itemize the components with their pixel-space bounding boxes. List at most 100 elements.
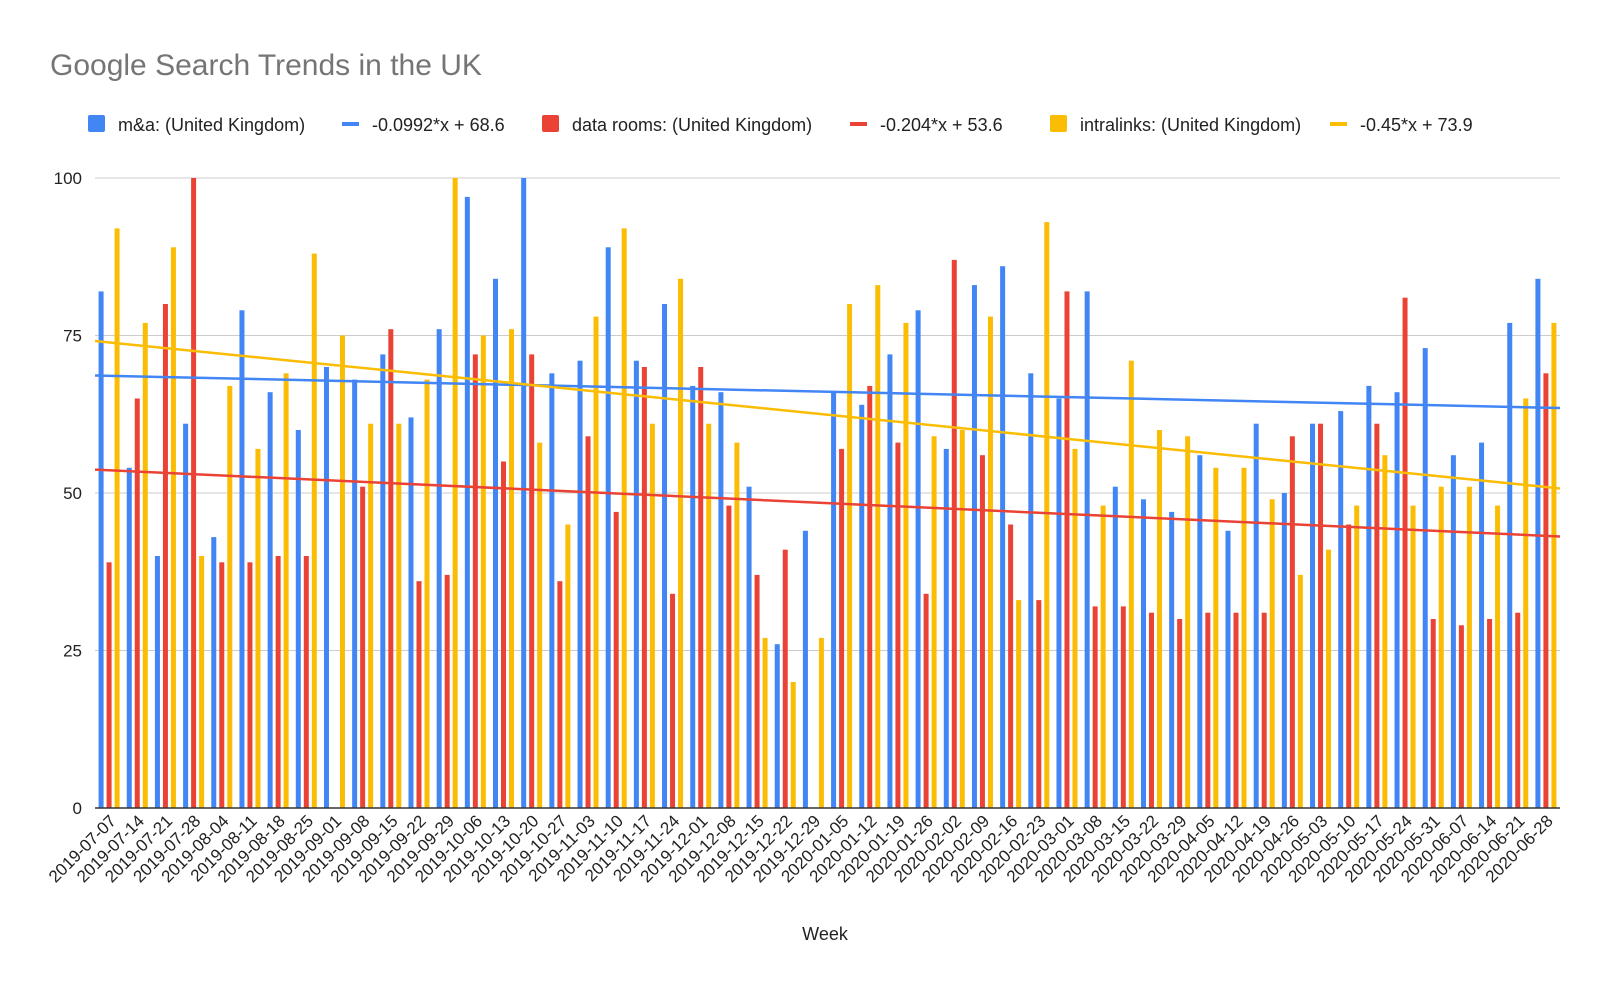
bar-data-rooms bbox=[613, 511, 619, 808]
bar-intralinks bbox=[593, 316, 599, 808]
bar-intralinks bbox=[1128, 360, 1134, 808]
bar-intralinks bbox=[255, 448, 261, 808]
bar-intralinks bbox=[1438, 486, 1444, 808]
bar-ma bbox=[464, 196, 470, 808]
bar-data-rooms bbox=[106, 562, 112, 808]
bar-intralinks bbox=[452, 178, 458, 808]
y-tick-label: 100 bbox=[54, 169, 82, 188]
bar-ma bbox=[887, 354, 893, 808]
bar-data-rooms bbox=[360, 486, 366, 808]
bar-intralinks bbox=[368, 423, 374, 808]
bar-data-rooms bbox=[1036, 600, 1042, 808]
bar-intralinks bbox=[396, 423, 402, 808]
bar-intralinks bbox=[114, 228, 120, 808]
bar-intralinks bbox=[706, 423, 712, 808]
bar-intralinks bbox=[509, 329, 515, 808]
bar-ma bbox=[1056, 398, 1062, 808]
bar-ma bbox=[352, 379, 358, 808]
bar-intralinks bbox=[1185, 436, 1191, 808]
bar-ma bbox=[1422, 348, 1428, 808]
x-axis-title: Week bbox=[802, 924, 849, 944]
bar-ma bbox=[1394, 392, 1400, 808]
bar-ma bbox=[802, 530, 808, 808]
bar-intralinks bbox=[480, 335, 486, 808]
bar-data-rooms bbox=[726, 505, 732, 808]
bar-intralinks bbox=[959, 430, 965, 808]
bar-data-rooms bbox=[1487, 619, 1493, 808]
bar-intralinks bbox=[1410, 505, 1416, 808]
bar-data-rooms bbox=[923, 593, 929, 808]
bar-intralinks bbox=[199, 556, 205, 808]
y-tick-label: 25 bbox=[63, 642, 82, 661]
bar-ma bbox=[1450, 455, 1456, 808]
bar-data-rooms bbox=[1458, 625, 1464, 808]
y-tick-label: 50 bbox=[63, 484, 82, 503]
bar-ma bbox=[971, 285, 977, 809]
bar-ma bbox=[1479, 442, 1485, 808]
bar-data-rooms bbox=[754, 574, 760, 808]
bar-ma bbox=[493, 278, 499, 808]
bar-intralinks bbox=[931, 436, 937, 808]
bar-data-rooms bbox=[641, 367, 647, 808]
y-tick-label: 0 bbox=[73, 799, 82, 818]
bar-ma bbox=[380, 354, 386, 808]
bar-data-rooms bbox=[191, 178, 197, 808]
legend-label: -0.0992*x + 68.6 bbox=[372, 115, 505, 135]
bar-data-rooms bbox=[247, 562, 253, 808]
bar-ma bbox=[774, 644, 780, 808]
bar-intralinks bbox=[1354, 505, 1360, 808]
bar-data-rooms bbox=[1430, 619, 1436, 808]
bar-intralinks bbox=[1072, 448, 1078, 808]
legend-label: data rooms: (United Kingdom) bbox=[572, 115, 812, 135]
bar-intralinks bbox=[1326, 549, 1332, 808]
bar-data-rooms bbox=[839, 448, 845, 808]
bar-intralinks bbox=[565, 524, 571, 808]
bar-intralinks bbox=[311, 253, 317, 809]
bar-intralinks bbox=[170, 247, 176, 809]
bar-data-rooms bbox=[1515, 612, 1521, 808]
bar-data-rooms bbox=[951, 259, 957, 808]
bar-ma bbox=[436, 329, 442, 808]
bar-data-rooms bbox=[585, 436, 591, 808]
bar-data-rooms bbox=[472, 354, 478, 808]
bar-intralinks bbox=[734, 442, 740, 808]
bar-intralinks bbox=[1100, 505, 1106, 808]
bar-intralinks bbox=[1241, 467, 1247, 808]
y-axis-ticks: 0 25 50 75 100 bbox=[54, 169, 82, 818]
bar-intralinks bbox=[1495, 505, 1501, 808]
bar-intralinks bbox=[621, 228, 627, 808]
bar-ma bbox=[1253, 423, 1259, 808]
chart-title: Google Search Trends in the UK bbox=[50, 49, 482, 82]
bar-data-rooms bbox=[416, 581, 422, 808]
bar-ma bbox=[1507, 322, 1513, 808]
bar-ma bbox=[1112, 486, 1118, 808]
bar-ma bbox=[943, 448, 949, 808]
bar-intralinks bbox=[1156, 430, 1162, 808]
legend-swatch bbox=[88, 115, 105, 132]
bar-ma bbox=[1000, 266, 1006, 808]
bar-ma bbox=[1197, 455, 1203, 808]
bar-ma bbox=[295, 430, 301, 808]
bar-data-rooms bbox=[1205, 612, 1211, 808]
bar-data-rooms bbox=[782, 549, 788, 808]
bar-ma bbox=[718, 392, 724, 808]
bar-data-rooms bbox=[219, 562, 225, 808]
bar-intralinks bbox=[1213, 467, 1219, 808]
bar-intralinks bbox=[142, 322, 148, 808]
x-axis-ticks: 2019-07-072019-07-142019-07-212019-07-28… bbox=[45, 811, 1557, 886]
bar-intralinks bbox=[1466, 486, 1472, 808]
bar-data-rooms bbox=[698, 367, 704, 808]
legend-swatch bbox=[542, 115, 559, 132]
trendline-intralinks bbox=[94, 339, 1561, 490]
bar-data-rooms bbox=[1233, 612, 1239, 808]
bar-data-rooms bbox=[1177, 619, 1183, 808]
bar-intralinks bbox=[903, 322, 909, 808]
legend-swatch bbox=[1050, 115, 1067, 132]
bar-intralinks bbox=[1016, 600, 1022, 808]
bar-ma bbox=[521, 178, 527, 808]
bar-data-rooms bbox=[1346, 524, 1352, 808]
bar-data-rooms bbox=[1261, 612, 1267, 808]
bar-data-rooms bbox=[1092, 606, 1098, 808]
bar-intralinks bbox=[283, 373, 289, 808]
